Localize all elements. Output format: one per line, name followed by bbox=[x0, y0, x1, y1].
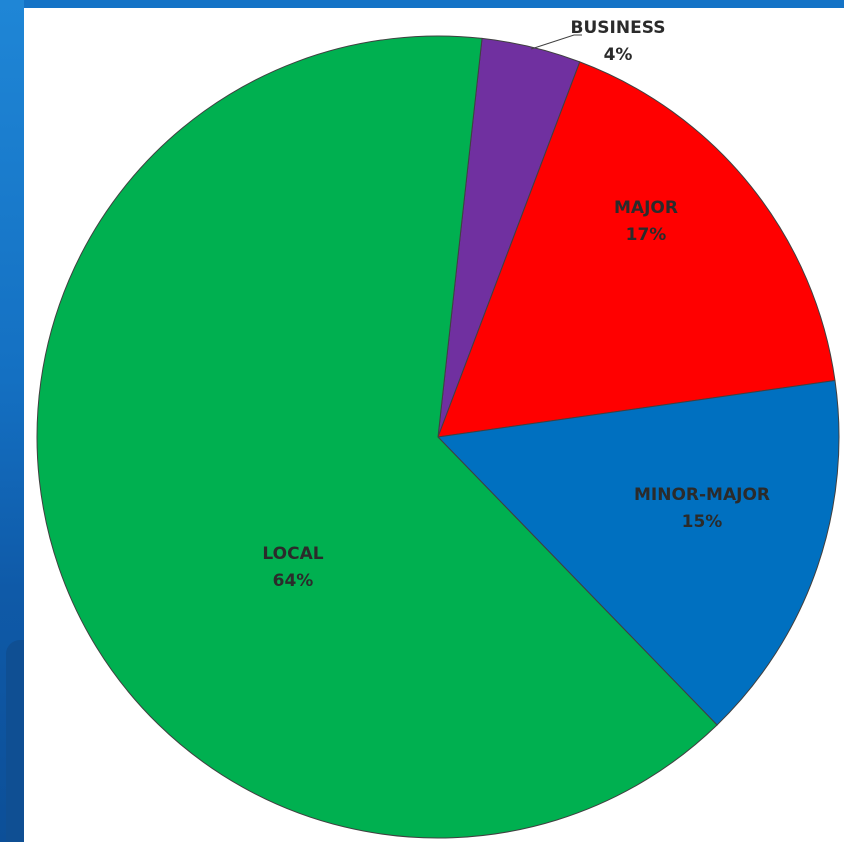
data-label-local: LOCAL 64% bbox=[262, 544, 323, 591]
slice-name-label: MINOR-MAJOR bbox=[634, 485, 770, 505]
slice-name-label: LOCAL bbox=[262, 544, 323, 564]
slice-percent-label: 17% bbox=[626, 225, 667, 245]
slide-background bbox=[0, 0, 36, 842]
pie-slice-major bbox=[437, 61, 836, 438]
data-label-business: BUSINESS 4% bbox=[571, 18, 666, 65]
pie-slice-minor-major bbox=[436, 379, 840, 726]
data-label-minor-major: MINOR-MAJOR 15% bbox=[634, 485, 770, 532]
data-label-major: MAJOR 17% bbox=[614, 198, 678, 245]
slice-percent-label: 4% bbox=[604, 45, 633, 65]
slice-percent-label: 64% bbox=[273, 571, 314, 591]
leader-line-business bbox=[531, 34, 582, 50]
pie-chart: BUSINESS 4% MAJOR 17% MINOR-MAJOR 15% LOCAL 64% bbox=[36, 18, 840, 839]
slice-name-label: MAJOR bbox=[614, 198, 678, 218]
pie-slice-local bbox=[36, 35, 718, 839]
slice-name-label: BUSINESS bbox=[571, 18, 666, 38]
slice-percent-label: 15% bbox=[682, 512, 723, 532]
plot-area: BUSINESS 4% MAJOR 17% MINOR-MAJOR 15% LOCAL 64% bbox=[24, 8, 844, 842]
